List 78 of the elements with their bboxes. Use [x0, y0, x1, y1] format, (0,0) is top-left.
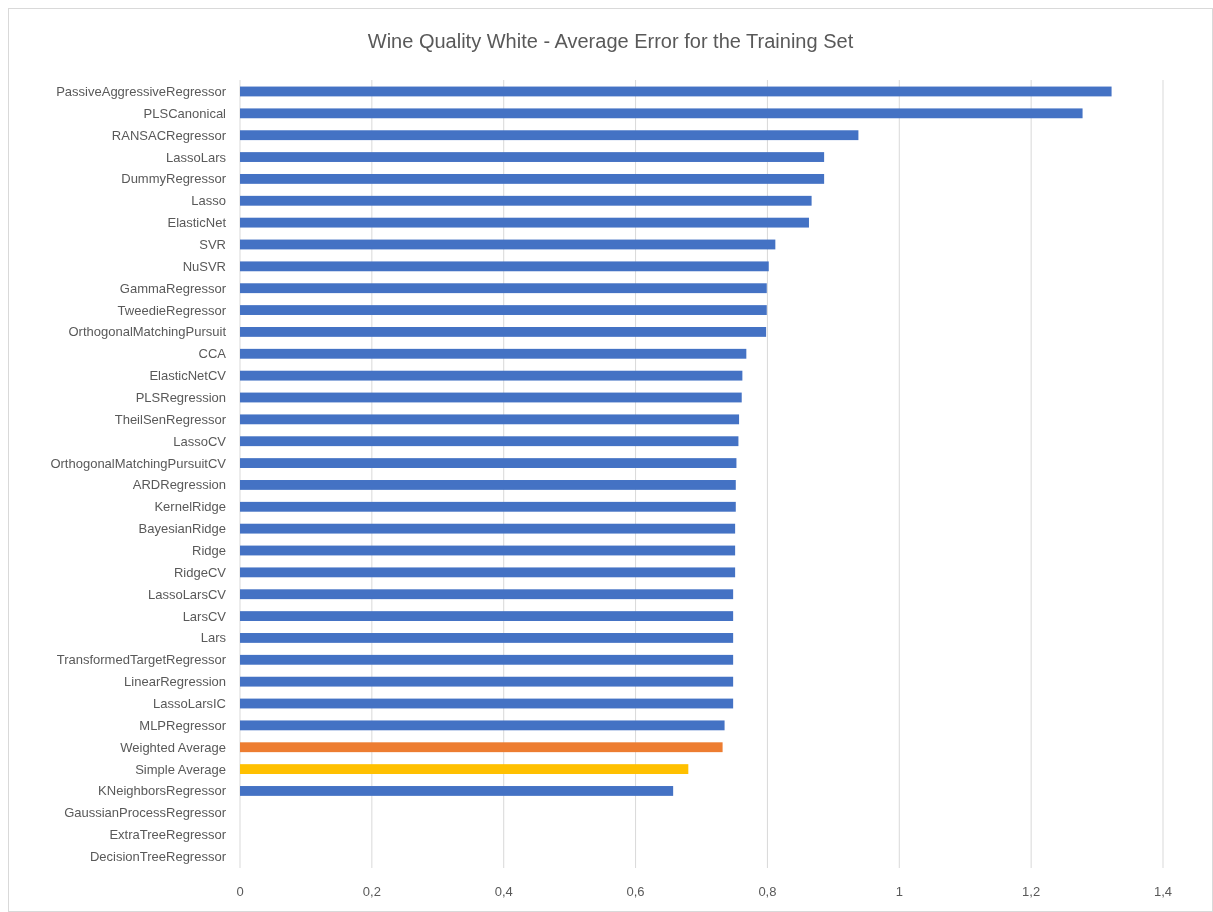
- bar: [240, 305, 767, 315]
- y-tick-label: ExtraTreeRegressor: [109, 827, 227, 843]
- y-tick-label: PassiveAggressiveRegressor: [56, 84, 227, 100]
- bar: [240, 392, 742, 403]
- bar: [240, 589, 734, 600]
- bar: [240, 720, 725, 731]
- y-tick-label: LassoLarsCV: [147, 586, 227, 602]
- bar: [240, 195, 812, 206]
- y-tick-label: ARDRegression: [132, 477, 226, 493]
- y-tick-label: OrthogonalMatchingPursuitCV: [50, 455, 227, 471]
- y-tick-label: KernelRidge: [154, 499, 226, 515]
- y-tick-label: CCA: [198, 346, 227, 362]
- bar: [240, 130, 859, 141]
- bar: [240, 152, 825, 162]
- y-tick-label: NuSVR: [182, 258, 226, 274]
- x-tick-label: 1: [895, 884, 903, 899]
- y-tick-label: Weighted Average: [120, 739, 226, 755]
- y-tick-label: DummyRegressor: [121, 171, 227, 187]
- bar: [240, 86, 1112, 97]
- y-tick-label: DecisionTreeRegressor: [89, 849, 227, 865]
- bar: [240, 108, 1083, 119]
- bar: [240, 611, 734, 621]
- y-tick-label: TweedieRegressor: [117, 302, 227, 318]
- bar: [240, 348, 747, 359]
- y-tick-label: ElasticNetCV: [149, 368, 227, 384]
- y-tick-label: TransformedTargetRegressor: [56, 652, 227, 668]
- bar: [240, 742, 723, 753]
- bar: [240, 261, 769, 272]
- bar: [240, 786, 674, 796]
- y-tick-label: MLPRegressor: [139, 717, 227, 733]
- chart-title: Wine Quality White - Average Error for the Training Set: [367, 30, 854, 52]
- bar: [240, 654, 734, 665]
- y-tick-label: RidgeCV: [173, 564, 227, 580]
- y-tick-label: LassoLars: [166, 149, 227, 165]
- x-tick-label: 1,4: [1153, 884, 1173, 899]
- bar: [240, 283, 767, 294]
- y-tick-label: TheilSenRegressor: [114, 411, 227, 427]
- bar: [240, 370, 743, 381]
- y-tick-label: RANSACRegressor: [111, 127, 227, 143]
- y-tick-label: Lars: [200, 630, 227, 646]
- y-tick-label: LinearRegression: [124, 674, 226, 690]
- bar: [240, 567, 736, 578]
- y-tick-label: LassoCV: [173, 433, 227, 449]
- bar: [240, 501, 736, 512]
- bar: [240, 480, 736, 490]
- bar: [240, 676, 734, 687]
- y-tick-label: GaussianProcessRegressor: [64, 805, 227, 821]
- x-tick-label: 0,2: [362, 884, 381, 899]
- bar: [240, 239, 776, 250]
- bar: [240, 327, 767, 337]
- bar: [240, 523, 736, 534]
- bar: [240, 764, 689, 775]
- x-tick-label: 0,4: [494, 884, 513, 899]
- x-tick-label: 0: [236, 884, 244, 899]
- y-tick-label: PLSCanonical: [143, 105, 227, 121]
- x-tick-label: 1,2: [1022, 884, 1041, 899]
- y-tick-label: LassoLarsIC: [153, 696, 226, 712]
- y-tick-label: Simple Average: [135, 761, 226, 777]
- y-tick-label: ElasticNet: [167, 215, 227, 231]
- bar: [240, 633, 734, 643]
- x-tick-label: 0,6: [626, 884, 645, 899]
- x-tick-label: 0,8: [758, 884, 777, 899]
- y-tick-label: Ridge: [192, 543, 226, 559]
- y-tick-label: Lasso: [191, 193, 226, 209]
- bar: [240, 545, 736, 556]
- bar: [240, 414, 740, 425]
- y-tick-label: OrthogonalMatchingPursuit: [68, 324, 227, 340]
- bar: [240, 458, 737, 468]
- bar: [240, 217, 809, 228]
- y-tick-label: KNeighborsRegressor: [98, 783, 227, 799]
- y-tick-label: PLSRegression: [135, 390, 226, 406]
- y-tick-label: BayesianRidge: [138, 521, 226, 537]
- y-tick-label: SVR: [199, 237, 226, 253]
- bar: [240, 698, 734, 709]
- y-tick-label: LarsCV: [182, 608, 227, 624]
- bar: [240, 173, 825, 184]
- y-tick-label: GammaRegressor: [119, 280, 227, 296]
- bar: [240, 436, 739, 447]
